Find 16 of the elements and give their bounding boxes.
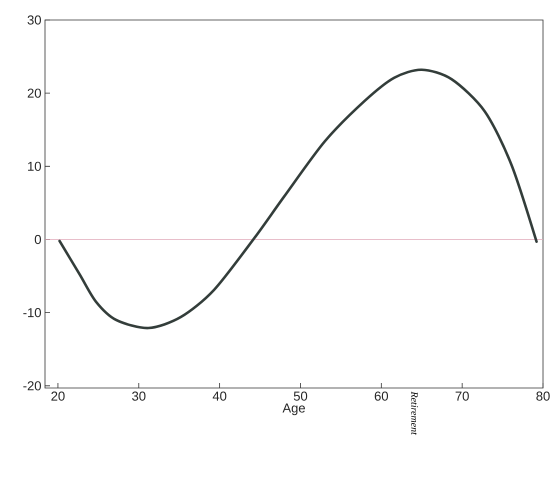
x-tick-label: 70 bbox=[456, 392, 469, 401]
x-axis-title: Age bbox=[282, 404, 305, 416]
x-tick-label: 20 bbox=[51, 392, 65, 401]
x-tick-label: 30 bbox=[132, 392, 146, 401]
y-tick-label: 0 bbox=[34, 234, 41, 244]
line-series bbox=[58, 68, 538, 330]
text: Retirement bbox=[411, 391, 418, 436]
y-tick-label: -20 bbox=[23, 381, 41, 390]
x-tick-label: 40 bbox=[212, 392, 226, 401]
y-tick-label: 30 bbox=[28, 15, 41, 25]
x-tick-label: 60 bbox=[374, 392, 388, 401]
y-tick-label: 10 bbox=[28, 162, 41, 171]
x-tick-label: 80 bbox=[536, 392, 550, 401]
y-tick-label: -10 bbox=[23, 308, 41, 318]
y-tick-label: 20 bbox=[28, 88, 41, 98]
x-tick-label: 50 bbox=[294, 392, 308, 401]
